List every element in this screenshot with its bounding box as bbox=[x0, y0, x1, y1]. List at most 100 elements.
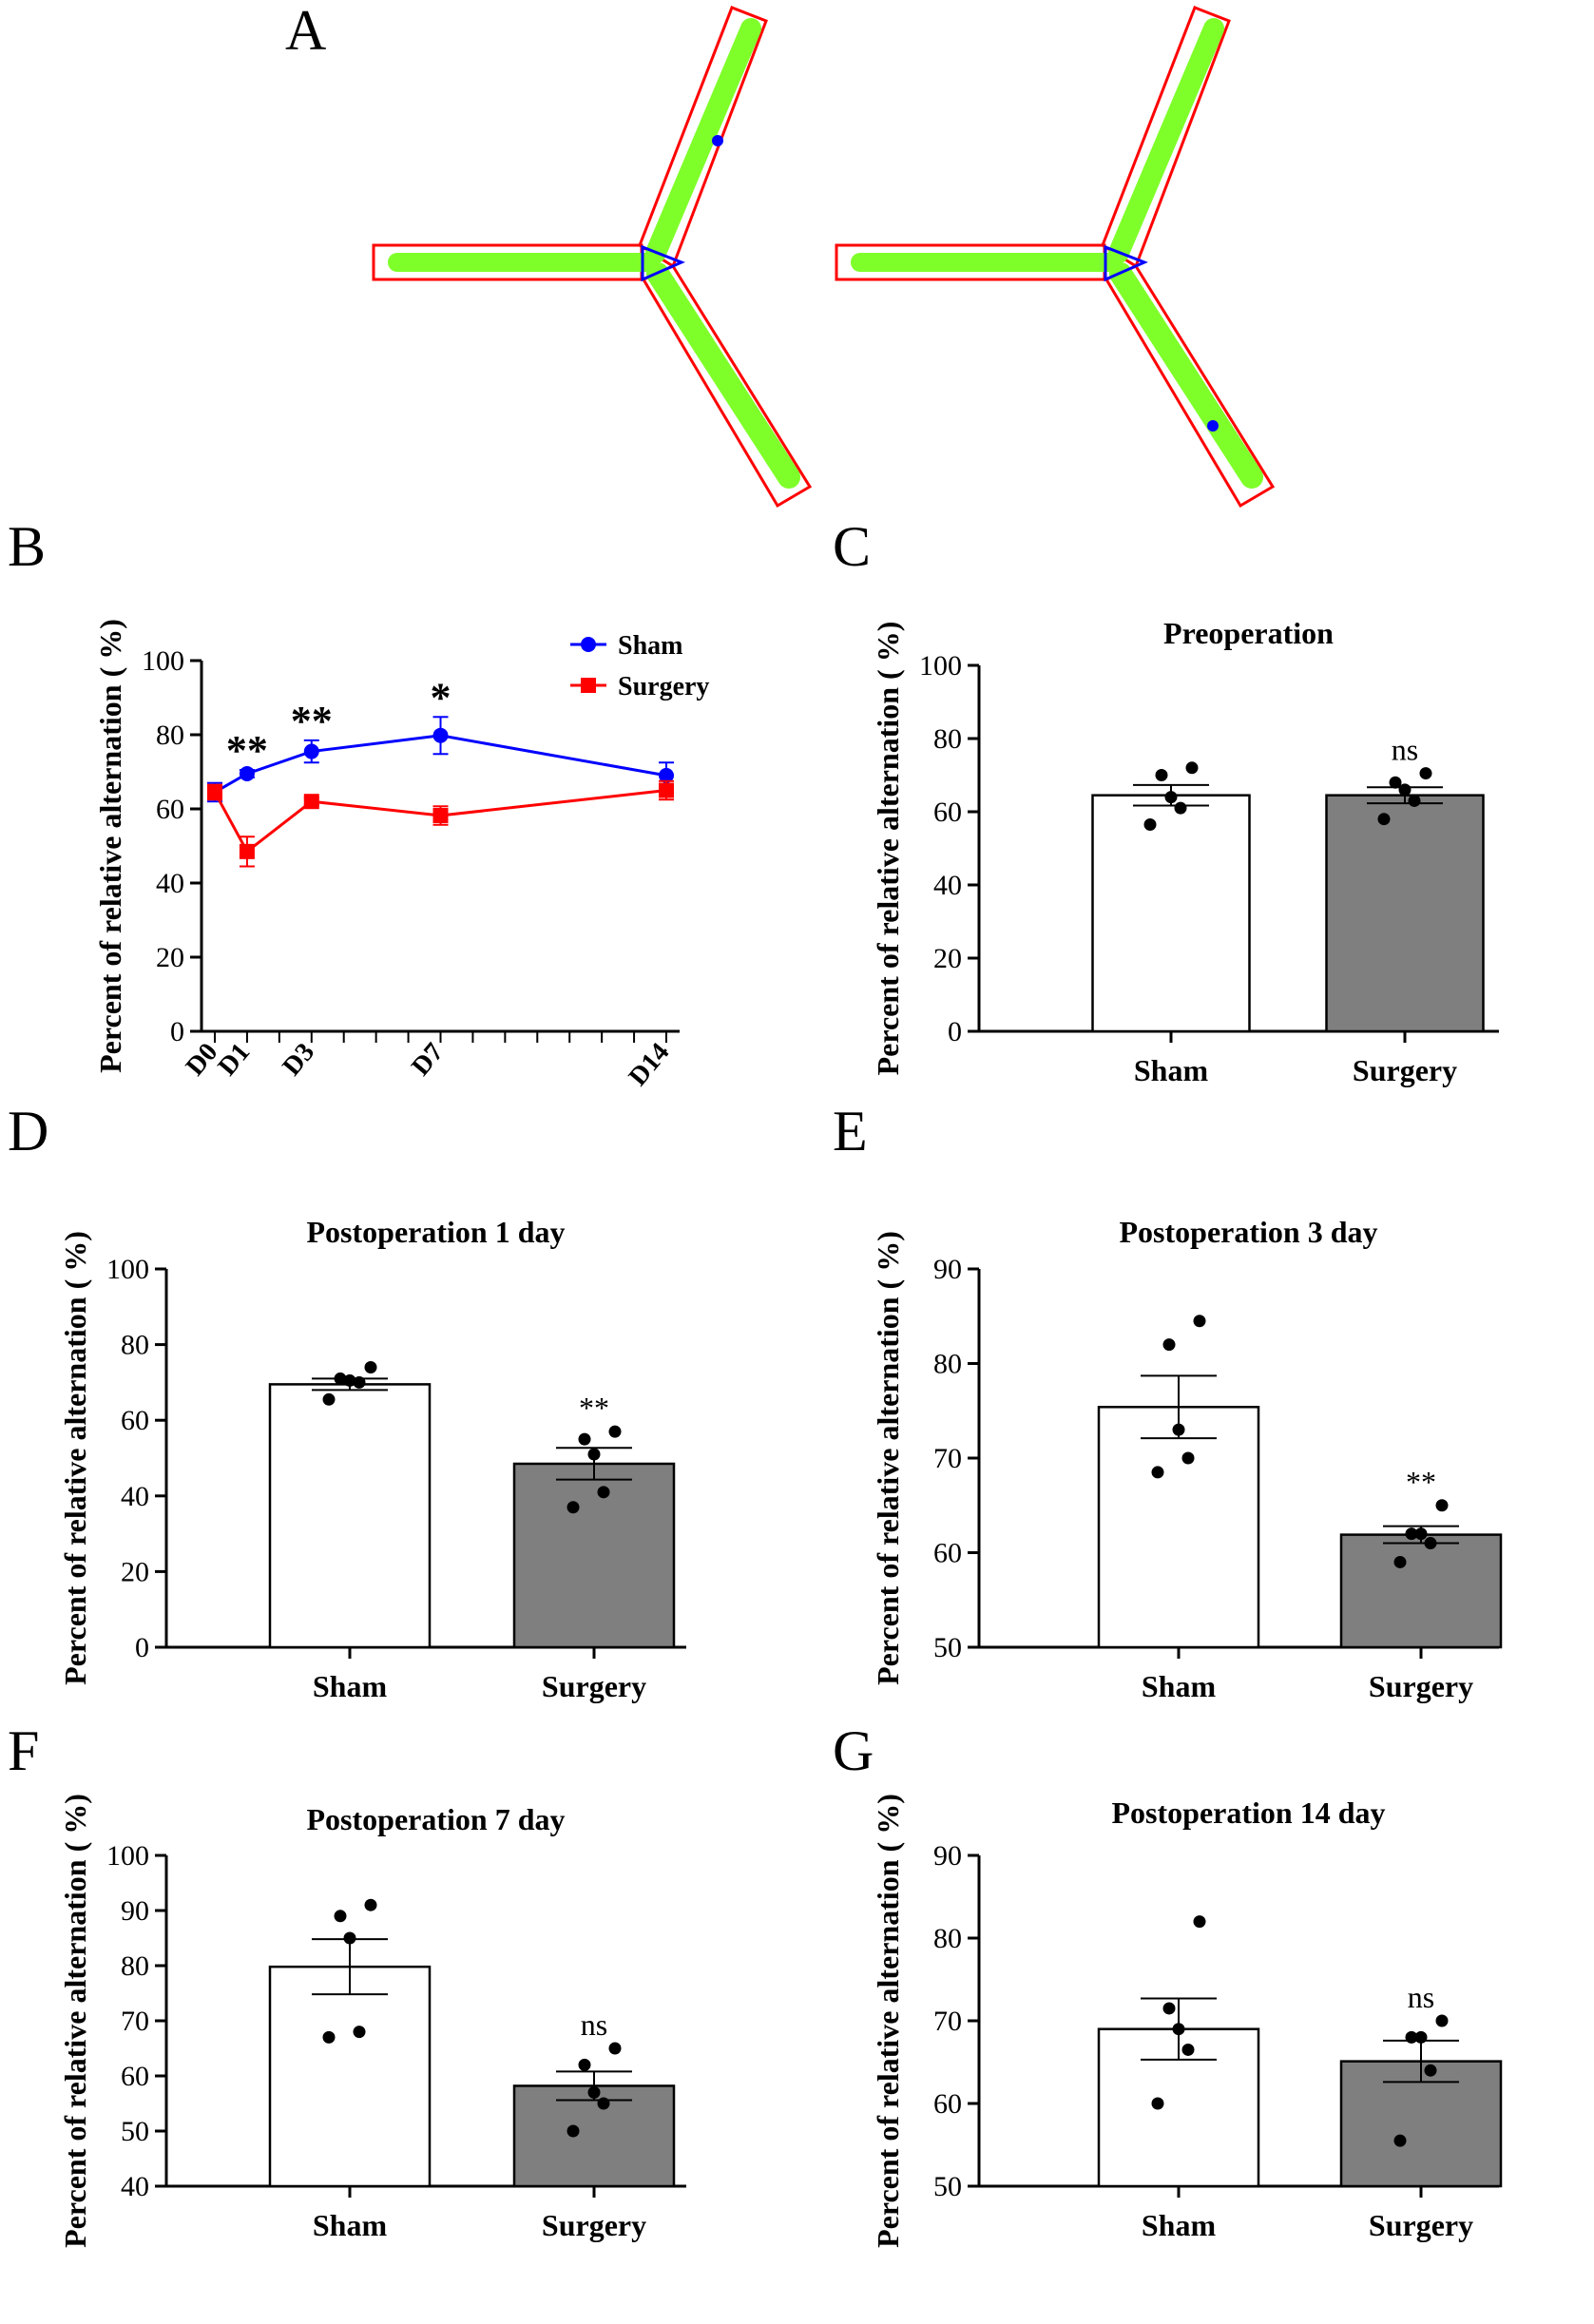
panel-b-point-surgery bbox=[303, 794, 319, 810]
panel-f-data-point bbox=[567, 2124, 580, 2138]
panel-d-data-point bbox=[322, 1392, 336, 1406]
panel-e-y-tick-label: 80 bbox=[933, 1349, 962, 1380]
panel-e-data-point bbox=[1424, 1537, 1437, 1550]
panel-c-data-point bbox=[1143, 817, 1157, 831]
panel-b-significance-label: ** bbox=[226, 727, 268, 774]
panel-d-y-tick-label: 80 bbox=[121, 1330, 149, 1361]
panel-g-y-tick-label: 90 bbox=[933, 1840, 962, 1872]
panel-e-data-point bbox=[1435, 1499, 1449, 1512]
ymaze-left-track-southeast bbox=[646, 262, 800, 489]
panel-e-data-point bbox=[1172, 1423, 1185, 1436]
panel-e-significance-label: ** bbox=[1406, 1465, 1436, 1499]
panel-f-y-axis-title: Percent of relative alternation ( %) bbox=[58, 1794, 92, 2248]
panel-c-chart: 0 20 40 60 80 100 Percent of relative alternat… bbox=[871, 616, 1499, 1087]
panel-d-bar-sham bbox=[268, 1383, 432, 1649]
panel-c-bar-sham bbox=[1091, 794, 1251, 1033]
ymaze-left-center-zone bbox=[641, 244, 685, 282]
panel-d-data-point bbox=[334, 1372, 347, 1385]
panel-d-data-point bbox=[608, 1425, 622, 1438]
panel-d-y-axis-title: Percent of relative alternation ( %) bbox=[58, 1231, 92, 1685]
panel-g-data-point bbox=[1162, 2002, 1176, 2015]
panel-f-data-point bbox=[608, 2042, 622, 2055]
panel-c-bar-surgery bbox=[1325, 794, 1485, 1033]
panel-c-title: Preoperation bbox=[1163, 616, 1334, 650]
panel-g-data-point bbox=[1151, 2097, 1164, 2110]
panel-letter-d: D bbox=[8, 1100, 48, 1162]
panel-g-x-tick-label: Surgery bbox=[1369, 2208, 1473, 2242]
panel-letter-c: C bbox=[833, 515, 871, 578]
panel-f-significance-label: ns bbox=[581, 2007, 607, 2042]
panel-e-data-point bbox=[1405, 1527, 1418, 1541]
panel-f-chart: 40 50 60 70 80 90 100 Percent of relative alter… bbox=[58, 1794, 686, 2248]
panel-b-significance-label: ** bbox=[291, 698, 333, 744]
panel-a-ymaze-images bbox=[372, 6, 1276, 509]
panel-e-y-tick-label: 90 bbox=[933, 1254, 962, 1285]
panel-c-data-point bbox=[1377, 813, 1391, 826]
panel-f-data-point bbox=[334, 1910, 347, 1923]
panel-c-data-point bbox=[1408, 794, 1421, 807]
panel-d-y-tick-label: 40 bbox=[121, 1481, 149, 1512]
panel-d-data-point bbox=[597, 1486, 610, 1499]
panel-e-y-tick-label: 70 bbox=[933, 1443, 962, 1474]
panel-b-point-surgery bbox=[239, 843, 255, 859]
panel-f-y-tick-label: 90 bbox=[121, 1895, 149, 1927]
panel-b-point-surgery bbox=[432, 808, 449, 824]
panel-g-y-axis-title: Percent of relative alternation ( %) bbox=[871, 1794, 905, 2248]
panel-c-x-tick-label: Surgery bbox=[1353, 1053, 1457, 1087]
panel-c-y-tick-label: 20 bbox=[933, 943, 962, 974]
panel-b-x-tick-label: D7 bbox=[406, 1038, 450, 1082]
panel-b-x-tick-label: D14 bbox=[624, 1038, 676, 1092]
panel-c-y-tick-label: 60 bbox=[933, 797, 962, 828]
panel-b-point-sham bbox=[239, 765, 255, 781]
panel-b-y-axis-title: Percent of relative alternation ( %) bbox=[93, 619, 127, 1073]
panel-b-point-sham bbox=[659, 767, 674, 783]
panel-letter-g: G bbox=[833, 1719, 874, 1782]
panel-f-y-tick-label: 70 bbox=[121, 2006, 149, 2037]
ymaze-left-track-northeast bbox=[645, 18, 761, 263]
panel-g-title: Postoperation 14 day bbox=[1112, 1796, 1386, 1830]
panel-e-x-tick-label: Sham bbox=[1142, 1669, 1217, 1703]
panel-f-data-point bbox=[578, 2058, 591, 2071]
panel-f-title: Postoperation 7 day bbox=[307, 1802, 566, 1836]
panel-f-y-tick-label: 40 bbox=[121, 2171, 149, 2202]
panel-e-data-point bbox=[1151, 1466, 1164, 1479]
panel-e-data-point bbox=[1181, 1451, 1195, 1465]
panel-g-y-tick-label: 60 bbox=[933, 2088, 962, 2120]
panel-c-data-point bbox=[1185, 761, 1199, 775]
panel-f-x-tick-label: Sham bbox=[313, 2208, 388, 2242]
panel-e-y-tick-label: 50 bbox=[933, 1632, 962, 1663]
panel-letter-b: B bbox=[8, 515, 46, 578]
panel-g-data-point bbox=[1172, 2023, 1185, 2036]
panel-e-data-point bbox=[1162, 1338, 1176, 1352]
panel-g-data-point bbox=[1181, 2043, 1195, 2056]
panel-d-x-tick-label: Surgery bbox=[542, 1669, 646, 1703]
ymaze-right-animal-position bbox=[1207, 420, 1219, 432]
panel-f-bar-sham bbox=[268, 1965, 432, 2188]
panel-g-data-point bbox=[1435, 2014, 1449, 2027]
panel-letter-f: F bbox=[8, 1719, 39, 1782]
panel-e-data-point bbox=[1414, 1527, 1428, 1541]
panel-c-y-tick-label: 100 bbox=[919, 650, 962, 682]
panel-f-y-tick-label: 80 bbox=[121, 1950, 149, 1982]
panel-d-data-point bbox=[587, 1448, 601, 1461]
panel-f-data-point bbox=[364, 1898, 377, 1911]
ymaze-right-track-northeast bbox=[1108, 18, 1224, 263]
panel-c-y-tick-label: 80 bbox=[933, 723, 962, 755]
ymaze-right-track-southeast bbox=[1109, 262, 1263, 489]
panel-b-point-surgery bbox=[659, 782, 674, 798]
panel-d-data-point bbox=[578, 1432, 591, 1446]
panel-d-significance-label: ** bbox=[579, 1391, 609, 1425]
panel-d-y-tick-label: 60 bbox=[121, 1405, 149, 1436]
panel-c-data-point bbox=[1398, 783, 1412, 797]
panel-b-legend-marker bbox=[581, 678, 596, 693]
panel-c-data-point bbox=[1174, 801, 1187, 815]
panel-e-data-point bbox=[1193, 1315, 1206, 1328]
panel-g-data-point bbox=[1393, 2134, 1407, 2147]
panel-b-y-tick-label: 80 bbox=[156, 720, 184, 751]
panel-b-legend-label: Sham bbox=[618, 631, 682, 661]
panel-f-data-point bbox=[343, 1931, 356, 1945]
panel-f-y-tick-label: 100 bbox=[106, 1840, 149, 1872]
panel-c-y-tick-label: 0 bbox=[948, 1016, 962, 1047]
